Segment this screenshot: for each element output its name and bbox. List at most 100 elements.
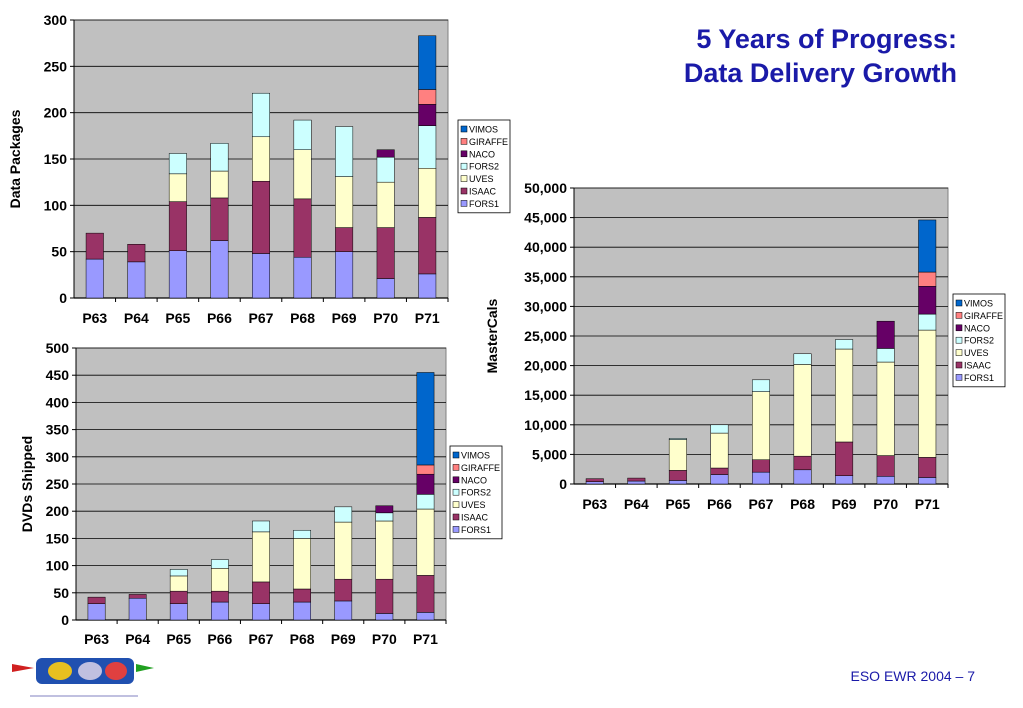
y-tick-label: 0 bbox=[59, 290, 67, 306]
bar-segment-fors2-p66 bbox=[211, 559, 229, 569]
bar-segment-uves-p71 bbox=[918, 329, 937, 458]
y-axis-label: Data Packages bbox=[7, 109, 23, 208]
x-tick-label-p63: P63 bbox=[84, 631, 109, 647]
legend-swatch-fors1 bbox=[460, 200, 468, 207]
legend-swatch-fors2 bbox=[460, 162, 468, 170]
bar-segment-naco-p71 bbox=[918, 286, 937, 315]
legend-swatch-isaac bbox=[452, 513, 460, 521]
bar-segment-naco-p70 bbox=[375, 505, 394, 514]
legend-label-uves: UVES bbox=[469, 174, 494, 184]
bar-segment-isaac-p70 bbox=[876, 455, 895, 477]
slide-title-line2: Data Delivery Growth bbox=[683, 58, 957, 88]
legend-swatch-giraffe bbox=[955, 312, 963, 319]
legend-label-isaac: ISAAC bbox=[461, 513, 489, 523]
legend-label-vimos: VIMOS bbox=[469, 125, 498, 135]
bar-segment-fors1-p71 bbox=[918, 477, 937, 485]
legend-label-isaac: ISAAC bbox=[964, 361, 992, 371]
bar-segment-fors2-p65 bbox=[169, 569, 188, 577]
legend-swatch-naco bbox=[955, 324, 963, 332]
bar-segment-fors1-p65 bbox=[668, 480, 687, 485]
bar-segment-fors2-p67 bbox=[752, 379, 770, 392]
legend-swatch-isaac bbox=[460, 187, 468, 195]
x-tick-label-p64: P64 bbox=[124, 310, 149, 326]
bar-segment-fors1-p67 bbox=[752, 471, 770, 485]
y-tick-label: 35,000 bbox=[524, 269, 567, 285]
bar-segment-isaac-p66 bbox=[710, 467, 729, 475]
legend-label-vimos: VIMOS bbox=[964, 299, 993, 309]
y-tick-label: 15,000 bbox=[524, 387, 567, 403]
bar-segment-uves-p66 bbox=[710, 432, 729, 469]
bar-segment-isaac-p63 bbox=[85, 232, 104, 260]
slide-footer: ESO EWR 2004 – 7 bbox=[850, 668, 975, 684]
bar-segment-giraffe-p71 bbox=[918, 271, 937, 287]
x-tick-label-p68: P68 bbox=[790, 496, 815, 512]
legend-label-giraffe: GIRAFFE bbox=[461, 463, 500, 473]
legend-label-fors1: FORS1 bbox=[461, 525, 491, 535]
bar-segment-fors2-p68 bbox=[293, 119, 312, 150]
legend-label-vimos: VIMOS bbox=[461, 451, 490, 461]
x-tick-label-p64: P64 bbox=[624, 496, 649, 512]
y-tick-label: 500 bbox=[46, 340, 70, 356]
bar-segment-fors2-p66 bbox=[210, 142, 229, 172]
x-tick-label-p66: P66 bbox=[207, 631, 232, 647]
bar-segment-fors2-p71 bbox=[918, 313, 937, 331]
bar-segment-isaac-p64 bbox=[127, 244, 146, 263]
x-tick-label-p65: P65 bbox=[665, 496, 690, 512]
legend-swatch-vimos bbox=[460, 125, 468, 133]
bar-segment-fors1-p66 bbox=[710, 474, 729, 485]
y-tick-label: 50 bbox=[53, 585, 69, 601]
x-tick-label-p67: P67 bbox=[249, 631, 274, 647]
legend-label-fors1: FORS1 bbox=[469, 199, 499, 209]
bar-segment-fors2-p66 bbox=[710, 424, 729, 434]
legend-label-giraffe: GIRAFFE bbox=[964, 311, 1003, 321]
bar-segment-fors2-p65 bbox=[168, 153, 187, 175]
legend-label-naco: NACO bbox=[964, 323, 990, 333]
division-logo bbox=[12, 658, 154, 700]
y-tick-label: 0 bbox=[559, 476, 567, 492]
y-axis-label: DVDs Shipped bbox=[19, 436, 35, 532]
x-tick-label-p65: P65 bbox=[166, 631, 191, 647]
bar-segment-naco-p70 bbox=[376, 149, 395, 158]
x-tick-label-p68: P68 bbox=[290, 631, 315, 647]
legend-swatch-naco bbox=[460, 150, 468, 158]
bar-segment-fors1-p68 bbox=[793, 469, 812, 485]
legend-label-fors2: FORS2 bbox=[964, 336, 994, 346]
x-tick-label-p70: P70 bbox=[373, 310, 398, 326]
y-tick-label: 50,000 bbox=[524, 180, 567, 196]
legend-swatch-isaac bbox=[955, 361, 963, 369]
bar-segment-fors2-p69 bbox=[835, 339, 854, 350]
bar-segment-fors1-p64 bbox=[627, 480, 646, 485]
bar-segment-isaac-p64 bbox=[627, 477, 646, 482]
y-tick-label: 350 bbox=[46, 422, 70, 438]
bar-segment-uves-p70 bbox=[876, 361, 895, 456]
y-tick-label: 450 bbox=[46, 367, 70, 383]
bar-segment-fors2-p67 bbox=[252, 92, 270, 138]
legend-swatch-uves bbox=[452, 501, 460, 508]
x-tick-label-p70: P70 bbox=[873, 496, 898, 512]
bar-segment-isaac-p65 bbox=[668, 470, 687, 481]
y-tick-label: 10,000 bbox=[524, 417, 567, 433]
x-tick-label-p63: P63 bbox=[82, 310, 107, 326]
bar-segment-naco-p70 bbox=[876, 320, 895, 349]
x-tick-label-p71: P71 bbox=[415, 310, 440, 326]
legend-label-isaac: ISAAC bbox=[469, 187, 497, 197]
y-tick-label: 20,000 bbox=[524, 358, 567, 374]
y-tick-label: 40,000 bbox=[524, 239, 567, 255]
y-tick-label: 50 bbox=[51, 244, 67, 260]
legend-swatch-vimos bbox=[955, 299, 963, 307]
bar-segment-isaac-p68 bbox=[793, 455, 812, 471]
legend-label-fors2: FORS2 bbox=[461, 488, 491, 498]
y-tick-label: 0 bbox=[61, 612, 69, 628]
slide-title: 5 Years of Progress: Data Delivery Growt… bbox=[684, 22, 957, 90]
x-tick-label-p67: P67 bbox=[749, 496, 774, 512]
bar-segment-fors2-p70 bbox=[876, 348, 895, 363]
bar-segment-fors2-p68 bbox=[293, 529, 311, 539]
y-tick-label: 200 bbox=[46, 503, 70, 519]
legend-swatch-fors1 bbox=[955, 374, 963, 381]
bar-segment-vimos-p71 bbox=[418, 35, 437, 90]
x-tick-label-p69: P69 bbox=[832, 496, 857, 512]
y-tick-label: 400 bbox=[46, 394, 70, 410]
